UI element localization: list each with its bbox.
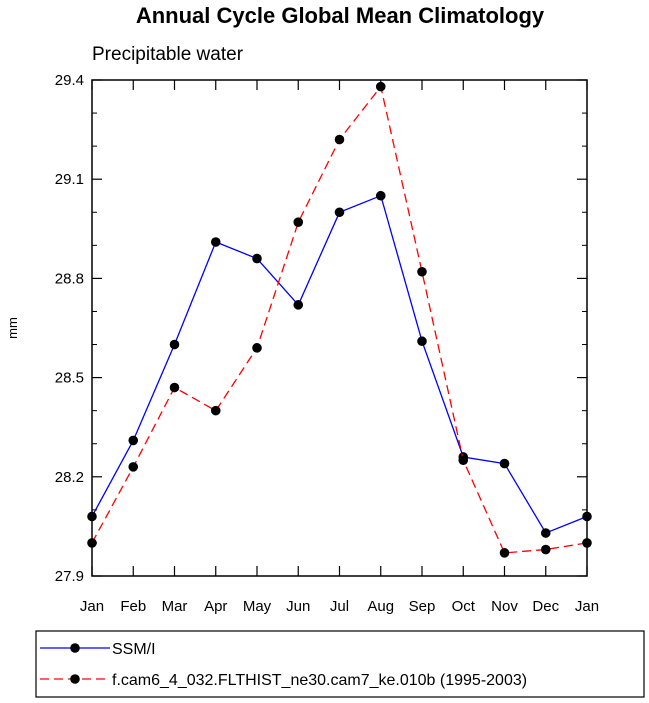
- y-axis-label: mm: [5, 317, 20, 339]
- legend-label-1: SSM/I: [112, 641, 156, 658]
- series-2-point: [252, 343, 262, 353]
- x-tick-label: Jun: [286, 598, 310, 615]
- series-2-point: [540, 544, 551, 555]
- legend-marker-1: [70, 643, 80, 653]
- y-tick-label: 29.1: [55, 171, 84, 188]
- series-2-point: [499, 548, 510, 558]
- series-2-point: [334, 134, 345, 145]
- y-tick-label: 28.8: [55, 270, 84, 287]
- y-tick-label: 28.2: [55, 469, 84, 486]
- series-1-point: [582, 511, 592, 522]
- y-tick-label: 28.5: [55, 370, 84, 387]
- x-tick-label: May: [243, 598, 272, 615]
- series-2-point: [128, 462, 139, 472]
- axis-ticks: [91, 79, 588, 577]
- x-tick-label: Feb: [120, 598, 146, 615]
- series-2-point: [417, 266, 427, 277]
- x-tick-label: Jan: [575, 598, 599, 615]
- series-1-point: [293, 300, 304, 310]
- x-tick-label: Sep: [409, 598, 436, 615]
- series-1-point: [87, 511, 97, 522]
- data-series: [87, 81, 592, 558]
- series-1-point: [417, 336, 427, 347]
- x-tick-label: Jul: [330, 598, 349, 615]
- series-2-point: [210, 405, 221, 416]
- x-tick-label: Jan: [80, 598, 104, 615]
- series-1-point: [375, 190, 386, 201]
- series-1-point: [169, 339, 180, 350]
- y-tick-label: 27.9: [55, 568, 84, 585]
- series-line-2: [91, 85, 588, 554]
- plot-frame: [91, 79, 588, 577]
- x-tick-label: Mar: [162, 598, 188, 615]
- series-1-point: [128, 435, 139, 446]
- series-1-point: [334, 207, 345, 218]
- legend-box: [35, 630, 645, 698]
- series-2-point: [87, 538, 97, 548]
- series-1-point: [540, 528, 551, 538]
- series-2-point: [582, 538, 592, 548]
- legend: SSM/I f.cam6_4_032.FLTHIST_ne30.cam7_ke.0…: [40, 641, 527, 689]
- series-1-point: [210, 237, 221, 247]
- chart-subtitle: Precipitable water: [92, 44, 244, 65]
- x-tick-label: Nov: [491, 598, 518, 615]
- x-tick-label: Oct: [452, 598, 476, 615]
- series-1-point: [252, 253, 262, 264]
- series-1-point: [499, 458, 510, 469]
- series-2-point: [375, 81, 386, 92]
- legend-marker-2: [70, 674, 80, 684]
- x-tick-label: Aug: [367, 598, 394, 615]
- series-2-point: [458, 455, 469, 466]
- y-tick-label: 29.4: [55, 72, 84, 89]
- series-line-1: [91, 194, 588, 534]
- x-tick-labels: Jan Feb Mar Apr May Jun Jul Aug Sep Oct Nov Dec Jan: [80, 598, 599, 615]
- x-tick-label: Dec: [532, 598, 559, 615]
- series-2-point: [293, 217, 304, 227]
- x-tick-label: Apr: [204, 598, 227, 615]
- series-2-point: [169, 382, 180, 393]
- chart-title: Annual Cycle Global Mean Climatology: [136, 3, 545, 28]
- y-tick-labels: 27.9 28.2 28.5 28.8 29.1 29.4: [55, 72, 84, 585]
- legend-label-2: f.cam6_4_032.FLTHIST_ne30.cam7_ke.010b (…: [112, 672, 527, 689]
